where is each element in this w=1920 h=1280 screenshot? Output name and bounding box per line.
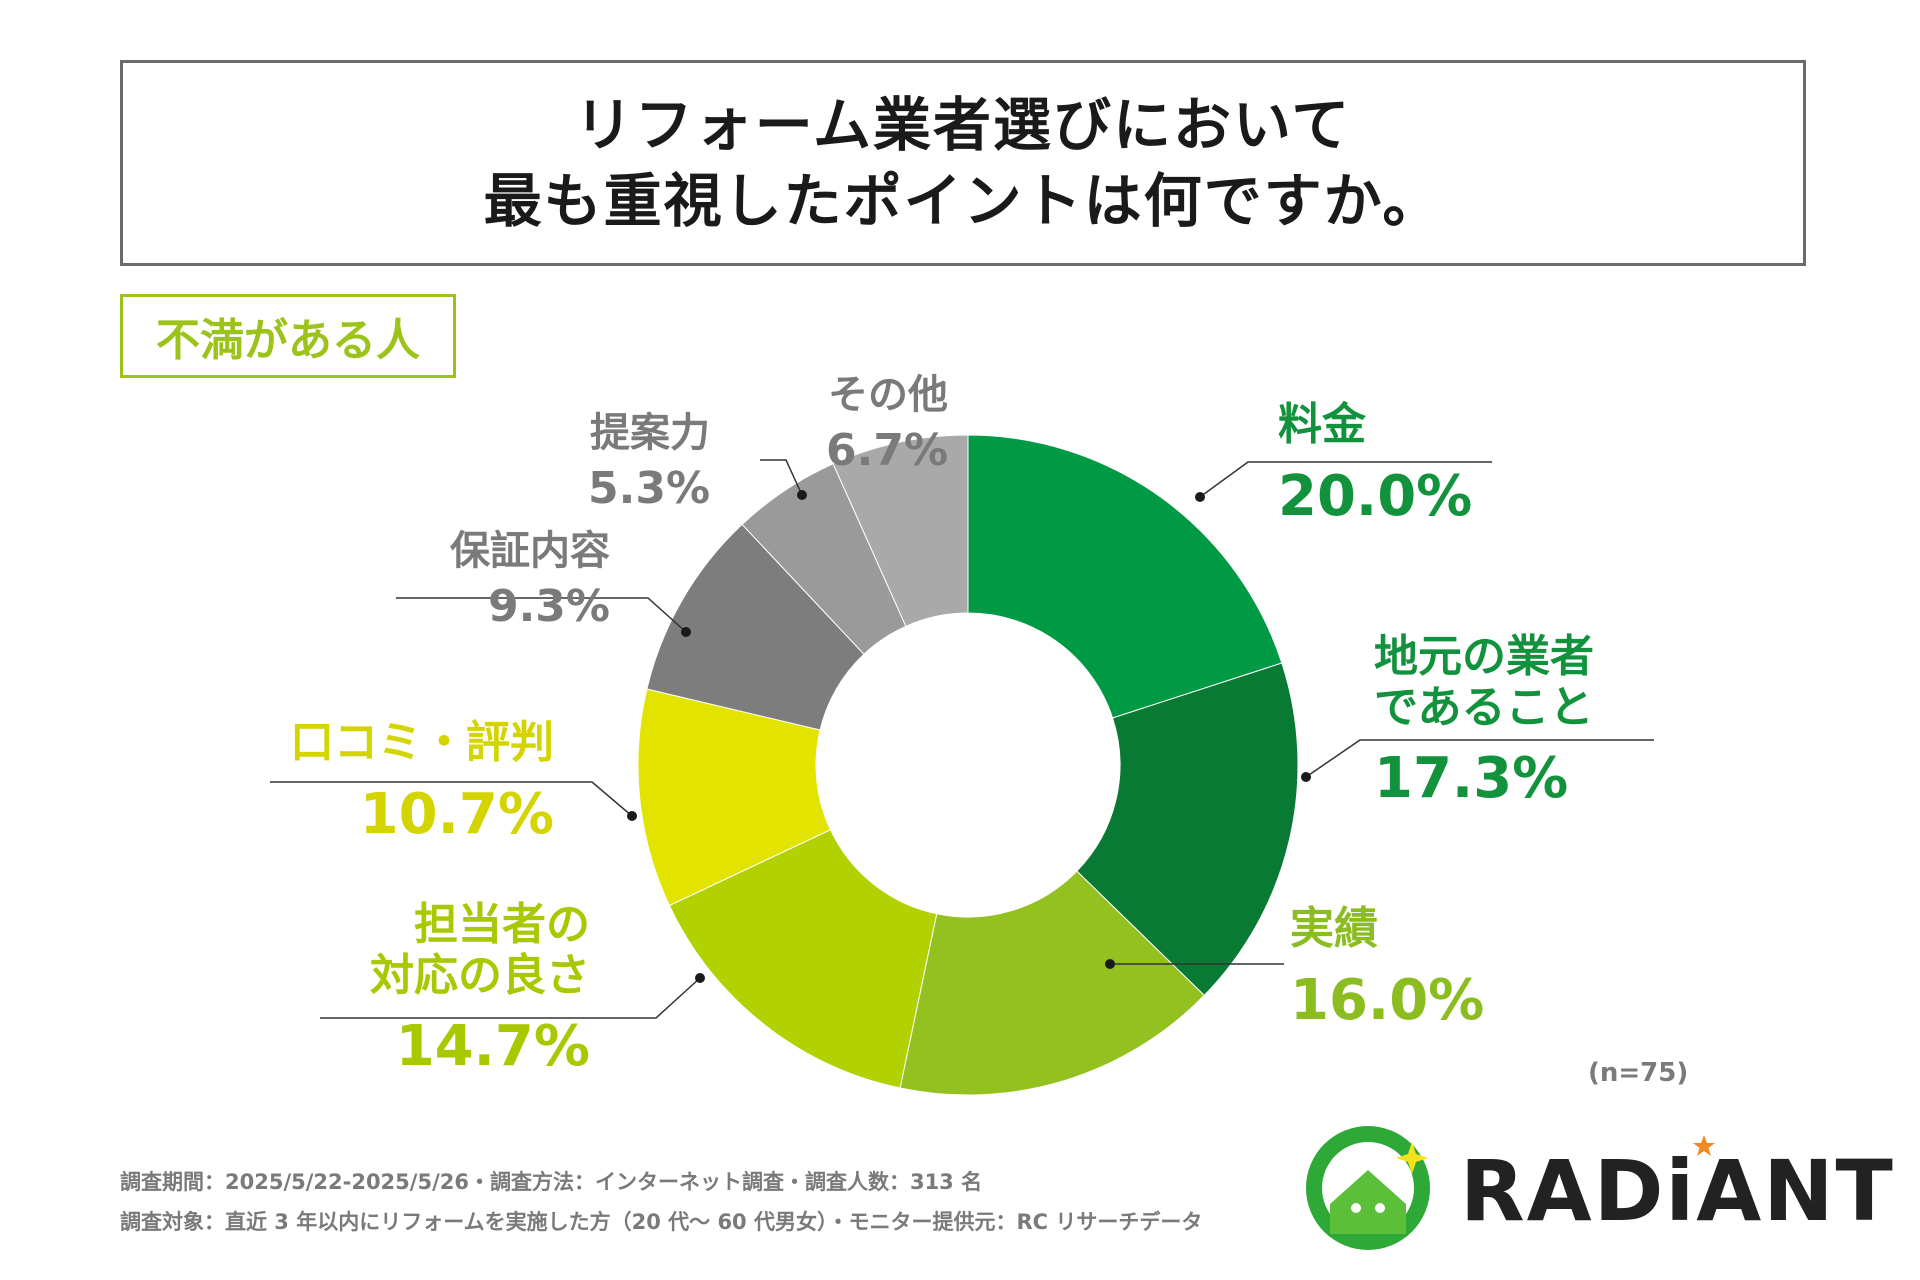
donut-slice-4 bbox=[668, 829, 938, 1089]
radiant-logo-mark bbox=[1306, 1126, 1430, 1250]
slice-label-1: 料金 20.0% bbox=[1278, 399, 1473, 529]
slice-value-3: 16.0% bbox=[1290, 967, 1485, 1033]
footer-survey-period: 調査期間：2025/5/22-2025/5/26・調査方法：インターネット調査・… bbox=[120, 1170, 983, 1194]
slice-value-5: 10.7% bbox=[359, 781, 554, 847]
slice-label-8: その他 6.7% bbox=[826, 372, 948, 477]
slice-name-6: 保証内容 bbox=[450, 528, 610, 574]
slice-value-1: 20.0% bbox=[1278, 463, 1473, 529]
leader-dot-1 bbox=[1195, 492, 1205, 502]
slice-value-4: 14.7% bbox=[395, 1014, 590, 1080]
logo-wordmark: RADiANT bbox=[1460, 1142, 1895, 1240]
donut-slice-2 bbox=[1076, 662, 1299, 997]
leader-line-2 bbox=[1305, 739, 1654, 778]
leader-dot-5 bbox=[627, 811, 637, 821]
leader-line-6 bbox=[396, 597, 687, 633]
slice-name-7: 提案力 bbox=[590, 410, 711, 456]
donut-slice-1 bbox=[967, 434, 1283, 719]
title-box: リフォーム業者選びにおいて 最も重視したポイントは何ですか。 bbox=[120, 60, 1806, 266]
logo-house-icon bbox=[1330, 1170, 1406, 1234]
donut-slice-5 bbox=[637, 688, 832, 907]
segment-tag: 不満がある人 bbox=[120, 294, 456, 378]
slice-value-8: 6.7% bbox=[826, 425, 949, 476]
slice-label-3: 実績 16.0% bbox=[1290, 903, 1485, 1033]
slice-name-2: 地元の業者 であること bbox=[1374, 631, 1594, 733]
donut-slice-3 bbox=[899, 870, 1205, 1096]
radiant-logo: RADiANT bbox=[1300, 1112, 1893, 1262]
slice-name-5: 口コミ・評判 bbox=[290, 717, 554, 768]
slice-name-8: その他 bbox=[828, 372, 949, 418]
sample-size: (n=75) bbox=[1588, 1058, 1689, 1088]
leader-line-4 bbox=[320, 977, 701, 1019]
slice-value-7: 5.3% bbox=[588, 463, 711, 514]
leader-dot-6 bbox=[681, 627, 691, 637]
leader-line-5 bbox=[270, 781, 633, 817]
leader-dot-7 bbox=[797, 490, 807, 500]
leader-dot-4 bbox=[695, 973, 705, 983]
leader-line-7 bbox=[760, 459, 803, 496]
logo-sparkle-icon bbox=[1396, 1142, 1428, 1174]
logo-eye-right bbox=[1375, 1203, 1385, 1213]
leader-line-1 bbox=[1199, 461, 1492, 498]
slice-name-4: 担当者の 対応の良さ bbox=[370, 899, 590, 1001]
footer-survey-target: 調査対象：直近 3 年以内にリフォームを実施した方（20 代～ 60 代男女）・… bbox=[120, 1210, 1203, 1234]
slice-label-5: 口コミ・評判 10.7% bbox=[290, 717, 554, 847]
slice-label-2: 地元の業者 であること 17.3% bbox=[1374, 631, 1594, 812]
logo-star-icon bbox=[1693, 1135, 1715, 1156]
title-line-1: リフォーム業者選びにおいて bbox=[574, 91, 1352, 159]
slice-label-4: 担当者の 対応の良さ 14.7% bbox=[370, 899, 590, 1080]
leader-dot-2 bbox=[1301, 772, 1311, 782]
slice-value-2: 17.3% bbox=[1374, 746, 1569, 812]
slice-label-6: 保証内容 9.3% bbox=[450, 528, 610, 633]
slice-label-7: 提案力 5.3% bbox=[588, 410, 710, 515]
slice-value-6: 9.3% bbox=[487, 581, 610, 632]
leader-dot-3 bbox=[1105, 959, 1115, 969]
logo-eye-left bbox=[1351, 1203, 1361, 1213]
slice-name-1: 料金 bbox=[1278, 399, 1366, 450]
title-line-2: 最も重視したポイントは何ですか。 bbox=[483, 167, 1443, 235]
donut-slice-8 bbox=[832, 434, 969, 627]
slice-name-3: 実績 bbox=[1290, 903, 1378, 954]
